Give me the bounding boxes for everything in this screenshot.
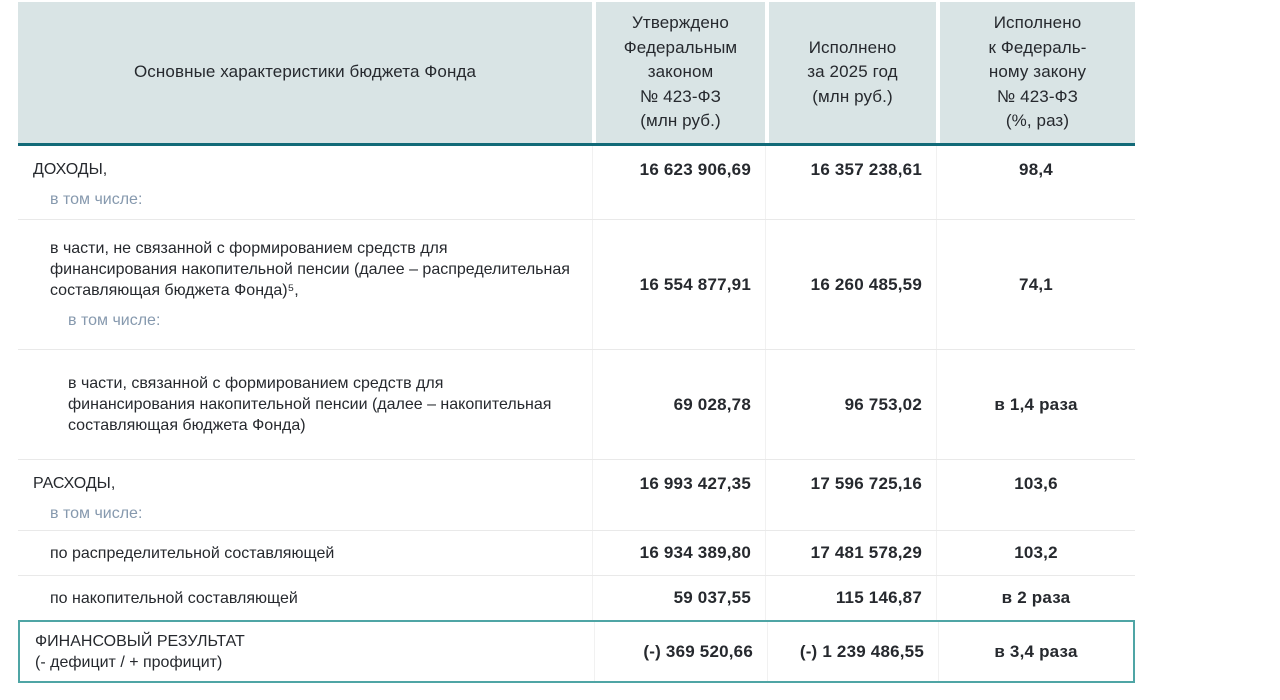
row-incomes: ДОХОДЫ, в том числе: 16 623 906,69 16 35…: [18, 146, 1135, 220]
cell-approved: 16 993 427,35: [592, 460, 765, 530]
cell-executed: 96 753,02: [765, 350, 936, 459]
row-label: РАСХОДЫ,: [33, 475, 116, 492]
row-label: в части, не связанной с формированием ср…: [50, 240, 570, 299]
cell-approved: 16 934 389,80: [592, 531, 765, 575]
row-expenses-funded: по накопительной составляющей 59 037,55 …: [18, 576, 1135, 620]
row-incomes-distributive: в части, не связанной с формированием ср…: [18, 220, 1135, 350]
cell-approved: (-) 369 520,66: [594, 622, 767, 681]
cell-label: ДОХОДЫ, в том числе:: [18, 146, 592, 219]
cell-approved: 59 037,55: [592, 576, 765, 620]
cell-executed: 16 260 485,59: [765, 220, 936, 349]
row-sublabel-including: в том числе:: [50, 191, 143, 208]
cell-label: по накопительной составляющей: [18, 576, 592, 620]
row-label: по накопительной составляющей: [50, 589, 298, 607]
cell-approved: 69 028,78: [592, 350, 765, 459]
cell-label: в части, связанной с формированием средс…: [18, 350, 592, 459]
table-header: Основные характеристики бюджета Фонда Ут…: [18, 2, 1135, 146]
cell-label: по распределительной составляющей: [18, 531, 592, 575]
cell-executed: 115 146,87: [765, 576, 936, 620]
row-expenses-distributive: по распределительной составляющей 16 934…: [18, 531, 1135, 576]
row-expenses: РАСХОДЫ, в том числе: 16 993 427,35 17 5…: [18, 460, 1135, 531]
row-sublabel-including: в том числе:: [50, 505, 143, 522]
row-sublabel-including: в том числе:: [68, 312, 161, 329]
row-financial-result: ФИНАНСОВЫЙ РЕЗУЛЬТАТ (- дефицит / + проф…: [18, 620, 1135, 683]
cell-ratio: 74,1: [936, 220, 1135, 349]
row-label: ФИНАНСОВЫЙ РЕЗУЛЬТАТ (- дефицит / + проф…: [35, 632, 245, 671]
cell-ratio: в 1,4 раза: [936, 350, 1135, 459]
header-cell-approved-by-law: Утверждено Федеральным законом № 423-ФЗ …: [592, 2, 765, 143]
header-cell-executed-2025: Исполнено за 2025 год (млн руб.): [765, 2, 936, 143]
fund-budget-table: Основные характеристики бюджета Фонда Ут…: [18, 2, 1135, 683]
row-label: в части, связанной с формированием средс…: [68, 375, 552, 434]
cell-executed: 17 481 578,29: [765, 531, 936, 575]
row-incomes-funded: в части, связанной с формированием средс…: [18, 350, 1135, 460]
cell-executed: (-) 1 239 486,55: [767, 622, 938, 681]
cell-label: ФИНАНСОВЫЙ РЕЗУЛЬТАТ (- дефицит / + проф…: [20, 622, 594, 681]
cell-ratio: 98,4: [936, 146, 1135, 219]
cell-approved: 16 623 906,69: [592, 146, 765, 219]
row-label: по распределительной составляющей: [50, 544, 335, 562]
cell-label: в части, не связанной с формированием ср…: [18, 220, 592, 349]
cell-ratio: в 2 раза: [936, 576, 1135, 620]
header-cell-characteristics: Основные характеристики бюджета Фонда: [18, 2, 592, 143]
cell-executed: 17 596 725,16: [765, 460, 936, 530]
cell-ratio: 103,6: [936, 460, 1135, 530]
row-label: ДОХОДЫ,: [33, 161, 108, 178]
cell-ratio: в 3,4 раза: [938, 622, 1133, 681]
cell-ratio: 103,2: [936, 531, 1135, 575]
cell-executed: 16 357 238,61: [765, 146, 936, 219]
header-cell-execution-ratio: Исполнено к Федераль- ному закону № 423-…: [936, 2, 1135, 143]
cell-approved: 16 554 877,91: [592, 220, 765, 349]
cell-label: РАСХОДЫ, в том числе:: [18, 460, 592, 530]
